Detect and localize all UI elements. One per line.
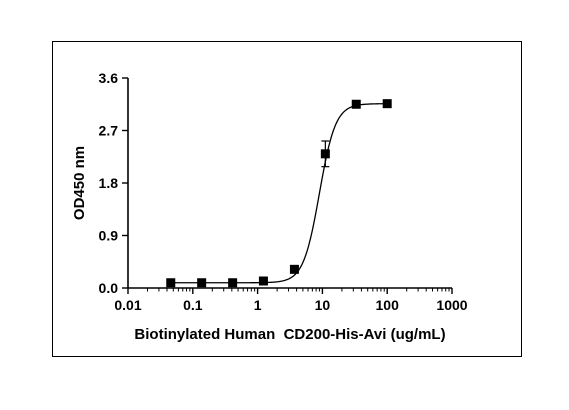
x-tick-label: 100 <box>376 297 400 313</box>
axes <box>127 78 452 289</box>
y-tick-label: 2.7 <box>99 123 119 139</box>
data-point <box>289 264 299 274</box>
chart-frame <box>52 41 522 357</box>
ticks: 0.0 0.9 1.8 2.7 3.6 0.01 0.1 1 10 100 1000 <box>99 70 468 313</box>
data-point <box>258 276 268 286</box>
data-point <box>197 278 207 288</box>
y-tick-label: 1.8 <box>99 175 119 191</box>
data-point <box>320 149 330 159</box>
fit-curve <box>170 103 388 284</box>
x-tick-label: 10 <box>315 297 331 313</box>
y-axis-title: OD450 nm <box>71 146 88 220</box>
data-point <box>382 99 392 109</box>
y-tick-label: 0.9 <box>99 228 119 244</box>
data-points <box>166 99 392 288</box>
data-point <box>228 278 238 288</box>
x-axis-title: Biotinylated Human CD200-His-Avi (ug/mL) <box>134 326 445 343</box>
data-point <box>351 99 361 109</box>
x-tick-label: 0.01 <box>114 297 141 313</box>
data-point <box>166 278 176 288</box>
y-tick-label: 0.0 <box>99 280 119 296</box>
x-tick-label: 1000 <box>436 297 467 313</box>
x-tick-label: 0.1 <box>183 297 203 313</box>
x-tick-label: 1 <box>254 297 262 313</box>
y-tick-label: 3.6 <box>99 70 119 86</box>
